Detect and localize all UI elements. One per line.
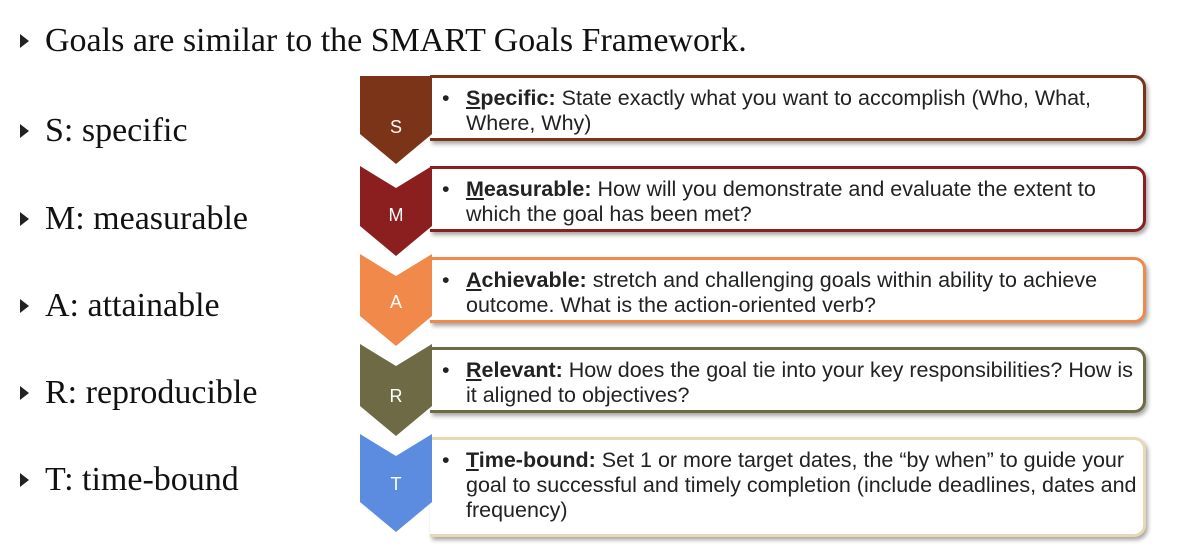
smart-card-measurable: • Measurable: How will you demonstrate a… (430, 166, 1146, 232)
left-list-item: T: time-bound (20, 461, 239, 499)
left-list-item: R: reproducible (20, 374, 257, 412)
bullet-triangle-icon (20, 34, 29, 48)
slide-heading: Goals are similar to the SMART Goals Fra… (20, 22, 747, 60)
chevron-letter: S (389, 117, 402, 137)
card-text: • Time-bound: Set 1 or more target dates… (442, 448, 1137, 522)
term-description: State exactly what you want to accomplis… (466, 86, 1091, 135)
chevron-letter: M (388, 205, 404, 225)
term-description: How does the goal tie into your key resp… (466, 358, 1133, 407)
left-list-item: M: measurable (20, 200, 248, 238)
chevron-m (360, 166, 432, 256)
card-text: • Achievable: stretch and challenging go… (442, 268, 1098, 317)
term-label: Achievable: (466, 268, 587, 292)
term-label: Measurable: (466, 177, 592, 201)
term-description: Set 1 or more target dates, the “by when… (466, 448, 1137, 522)
chevron-shape (360, 434, 432, 532)
left-list-text: M: measurable (45, 200, 248, 237)
bullet-triangle-icon (20, 473, 29, 487)
smart-card-specific: • Specific: State exactly what you want … (430, 75, 1146, 141)
bullet-triangle-icon (20, 124, 29, 138)
chevron-shape (360, 344, 432, 436)
card-text: • Specific: State exactly what you want … (442, 86, 1091, 135)
chevron-a (360, 254, 432, 346)
term-label: Time-bound: (466, 448, 596, 472)
left-list-text: S: specific (45, 112, 188, 149)
term-description: How will you demonstrate and evaluate th… (466, 177, 1096, 226)
term-label: Specific: (466, 86, 556, 110)
card-text: • Relevant: How does the goal tie into y… (442, 358, 1133, 407)
bullet-triangle-icon (20, 299, 29, 313)
heading-text: Goals are similar to the SMART Goals Fra… (45, 22, 747, 59)
chevron-letter: T (390, 474, 402, 494)
smart-card-relevant: • Relevant: How does the goal tie into y… (430, 347, 1146, 413)
term-description: stretch and challenging goals within abi… (466, 268, 1098, 317)
bullet-triangle-icon (20, 212, 29, 226)
chevron-r (360, 344, 432, 436)
chevron-letter: R (389, 386, 403, 406)
smart-card-time-bound: • Time-bound: Set 1 or more target dates… (430, 437, 1146, 537)
left-list-text: A: attainable (45, 287, 220, 324)
chevron-s (360, 76, 432, 164)
left-list-item: A: attainable (20, 287, 220, 325)
left-list-text: T: time-bound (45, 461, 239, 498)
smart-card-achievable: • Achievable: stretch and challenging go… (430, 257, 1146, 323)
term-label: Relevant: (466, 358, 563, 382)
chevron-shape (360, 166, 432, 256)
chevron-t (360, 434, 432, 532)
bullet-triangle-icon (20, 386, 29, 400)
card-text: • Measurable: How will you demonstrate a… (442, 177, 1096, 226)
left-list-item: S: specific (20, 112, 188, 150)
chevron-shape (360, 76, 432, 164)
chevron-shape (360, 254, 432, 346)
left-list-text: R: reproducible (45, 374, 258, 411)
chevron-letter: A (389, 292, 402, 312)
